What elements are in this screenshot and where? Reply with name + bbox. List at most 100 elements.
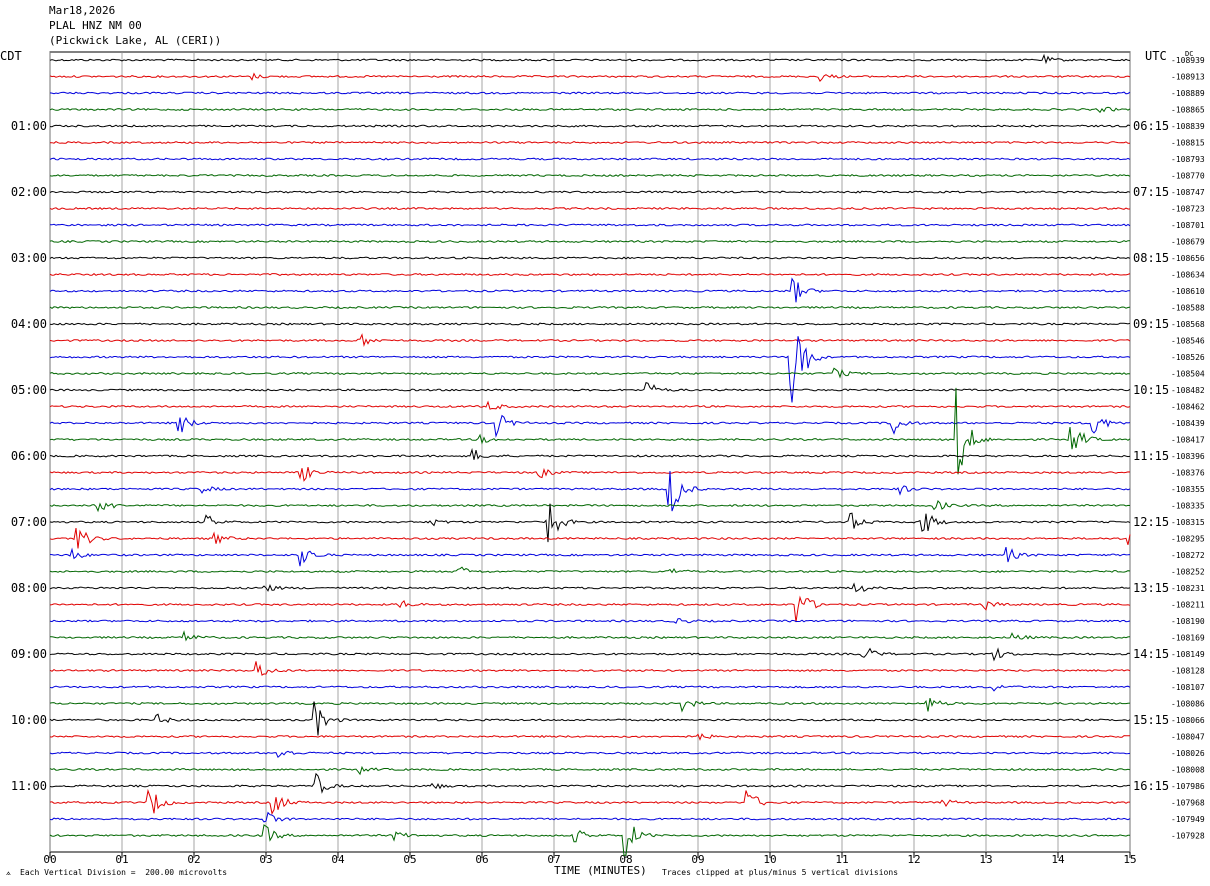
trace-line [49,618,1131,624]
dc-offset-label: -108865 [1171,106,1205,115]
trace-line [49,595,1131,623]
dc-offset-label: -108526 [1171,353,1205,362]
x-tick-label: 04 [331,853,345,866]
header-station: PLAL HNZ NM 00 [49,19,142,32]
x-tick-label: 01 [115,853,128,866]
trace-line [49,140,1131,145]
trace-line [49,277,1131,303]
dc-offset-label: -108315 [1171,518,1205,527]
dc-offset-label: -108723 [1171,205,1205,214]
trace-line [49,106,1131,114]
trace-line [49,400,1131,410]
dc-offset-label: -108335 [1171,502,1205,511]
scale-icon: ⟑ [6,868,11,877]
dc-offset-label: -108656 [1171,254,1205,263]
dc-offset-label: -108939 [1171,56,1205,65]
trace-line [49,647,1131,662]
x-tick-label: 09 [691,853,704,866]
dc-offset-label: -108913 [1171,73,1205,82]
dc-offset-label: -108546 [1171,337,1205,346]
dc-offset-label: -108839 [1171,122,1205,131]
trace-line [49,239,1131,244]
dc-offset-label: -108568 [1171,320,1205,329]
trace-line [49,206,1130,211]
x-tick-label: 12 [907,853,920,866]
dc-offset-label: -108231 [1171,584,1205,593]
trace-line [49,333,1131,347]
trace-line [49,466,1131,482]
left-hour-label: 10:00 [11,713,47,727]
left-hour-label: 04:00 [11,317,47,331]
x-tick-label: 14 [1051,853,1065,866]
dc-offset-label: -108889 [1171,89,1205,98]
trace-line [49,661,1131,676]
right-hour-label: 08:15 [1133,251,1169,265]
dc-offset-label: -108588 [1171,304,1205,313]
trace-line [49,322,1131,326]
right-hour-label: 16:15 [1133,779,1169,793]
dc-offset-label: -108295 [1171,535,1205,544]
trace-line [49,528,1131,549]
dc-offset-label: -107949 [1171,815,1205,824]
right-hour-label: 07:15 [1133,185,1169,199]
x-tick-label: 06 [475,853,488,866]
right-hour-label: 14:15 [1133,647,1169,661]
dc-offset-label: -108190 [1171,617,1205,626]
trace-line [49,387,1131,475]
dc-offset-label: -108047 [1171,733,1205,742]
scale-note: Each Vertical Division = 200.00 microvol… [20,868,228,877]
dc-offset-label: -108086 [1171,700,1205,709]
dc-offset-label: -108634 [1171,271,1205,280]
left-hour-label: 01:00 [11,119,47,133]
trace-line [49,701,1131,736]
right-hour-label: 15:15 [1133,713,1169,727]
trace-line [49,414,1131,438]
trace-line [49,336,1131,403]
dc-offset-label: -108272 [1171,551,1205,560]
x-tick-label: 07 [547,853,560,866]
x-tick-label: 00 [43,853,56,866]
trace-line [49,788,1130,815]
left-hour-label: 02:00 [11,185,47,199]
left-hour-label: 06:00 [11,449,47,463]
clip-note: Traces clipped at plus/minus 5 vertical … [662,868,899,877]
trace-line [49,124,1131,128]
dc-offset-label: -107928 [1171,832,1205,841]
right-hour-label: 06:15 [1133,119,1169,133]
dc-offset-label: -108701 [1171,221,1205,230]
dc-offset-label: -108793 [1171,155,1205,164]
trace-line [49,684,1131,692]
header-date: Mar18,2026 [49,4,116,17]
right-hour-label: 10:15 [1133,383,1169,397]
trace-line [49,503,1131,543]
dc-offset-label: -108355 [1171,485,1205,494]
trace-line [49,566,1131,574]
left-hour-label: 03:00 [11,251,47,265]
trace-line [49,582,1131,593]
trace-line [49,72,1131,82]
dc-offset-label: -108128 [1171,667,1205,676]
dc-offset-label: -108026 [1171,749,1205,758]
dc-offset-label: -107968 [1171,799,1205,808]
dc-offset-label: -108169 [1171,634,1205,643]
trace-line [49,630,1131,642]
right-hour-label: 13:15 [1133,581,1169,595]
x-tick-label: 08 [619,853,632,866]
trace-line [49,824,1131,857]
dc-column-label: DC [1185,50,1193,58]
trace-line [49,772,1130,794]
trace-line [49,750,1131,759]
trace-line [49,470,1131,512]
x-tick-label: 05 [403,853,416,866]
trace-line [49,272,1131,277]
x-axis-title: TIME (MINUTES) [554,864,647,877]
dc-offset-label: -108610 [1171,287,1205,296]
right-hour-label: 11:15 [1133,449,1169,463]
trace-line [49,305,1131,310]
trace-line [49,91,1131,95]
dc-offset-label: -108815 [1171,139,1205,148]
plot-frame [49,51,1131,853]
dc-offset-label: -108770 [1171,172,1205,181]
dc-offset-label: -108439 [1171,419,1205,428]
